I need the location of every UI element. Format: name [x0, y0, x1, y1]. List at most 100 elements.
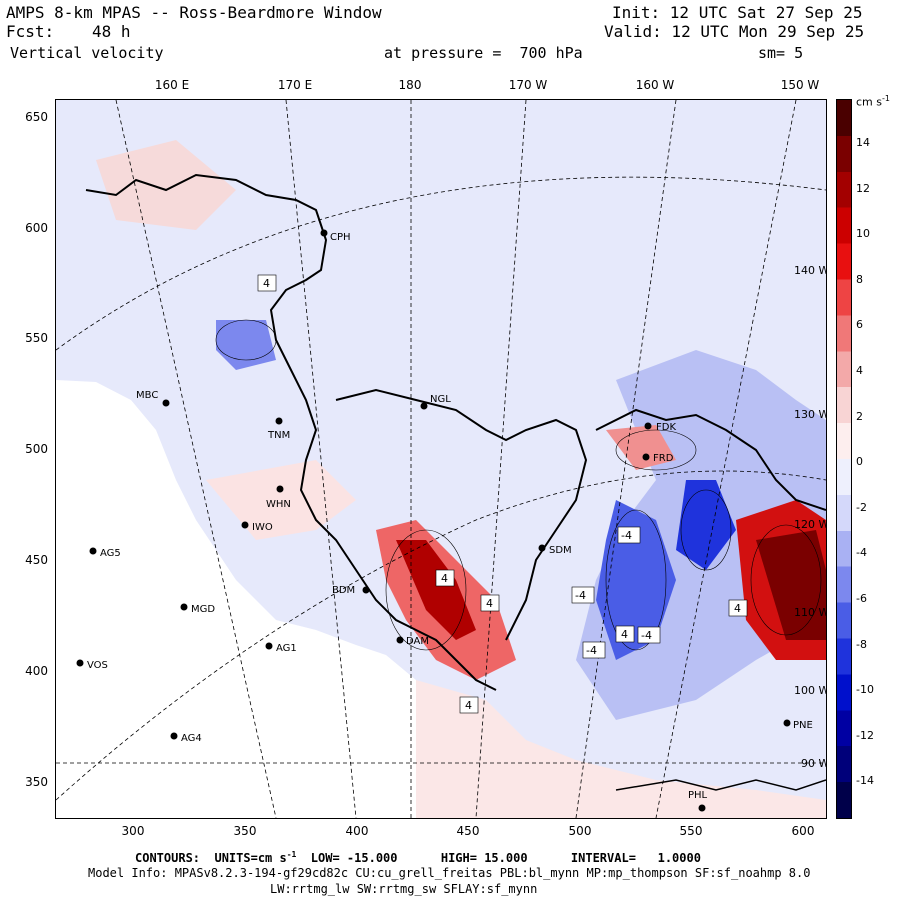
station-fdk: FDK [656, 422, 676, 433]
lon-side-label: 90 W [801, 757, 826, 770]
colorbar-tick-label: 4 [856, 364, 863, 377]
station-tnm: TNM [267, 430, 290, 441]
x-tick-450: 450 [456, 824, 480, 838]
lon-label-170e: 170 E [277, 78, 313, 92]
colorbar-units: cm s-1 [856, 94, 890, 109]
contour-label: 4 [621, 628, 628, 641]
forecast-label: Fcst: [6, 22, 55, 41]
strong-ascent-east [756, 530, 826, 640]
colorbar-tick-label: 8 [856, 272, 863, 286]
lon-label-180: 180 [398, 78, 422, 92]
colorbar-tick-label: -10 [856, 683, 874, 697]
colorbar-tick-label: 0 [856, 455, 863, 469]
station-dot-ag5 [89, 547, 97, 555]
contours [215, 319, 822, 651]
weak-ascent-nw [96, 140, 236, 230]
coastline-west [85, 173, 497, 691]
coastline-south [615, 779, 826, 791]
colorbar-tick-label: -2 [856, 500, 867, 514]
strong-descent-core-2 [676, 480, 736, 570]
contour-label: 4 [263, 277, 270, 290]
station-dot-ag1 [265, 642, 273, 650]
strong-ascent-central [396, 540, 476, 640]
lon-side-label: 100 W [794, 684, 826, 697]
colorbar-tick-label: -6 [856, 592, 867, 605]
station-ag1: AG1 [276, 643, 297, 654]
colorbar-tick-label: 2 [856, 409, 863, 423]
station-phl: PHL [688, 790, 708, 801]
station-dot-mgd [180, 603, 188, 611]
station-dot-dam [396, 636, 404, 644]
lon-label-160w: 160 W [635, 78, 675, 92]
station-dot-pne [783, 719, 791, 727]
station-ag5: AG5 [100, 548, 121, 559]
contour-label: 4 [441, 572, 448, 585]
station-dot-cph [320, 229, 328, 237]
contour-label: -4 [586, 644, 597, 657]
colorbar-tick-label: -4 [856, 546, 867, 560]
pressure-level: at pressure = 700 hPa [384, 44, 583, 62]
contour-label: 4 [734, 602, 741, 615]
station-dot-mbc [162, 399, 170, 407]
station-dot-vos [76, 659, 84, 667]
masked-terrain-region [56, 380, 416, 818]
y-tick-350: 350 [25, 775, 48, 789]
colorbar-tick-label: -14 [856, 774, 874, 788]
station-pne: PNE [793, 720, 813, 731]
y-tick-500: 500 [25, 442, 48, 456]
x-tick-400: 400 [345, 824, 369, 838]
y-tick-450: 450 [25, 553, 48, 567]
station-dot-whn [276, 485, 284, 493]
field-name: Vertical velocity [10, 44, 164, 62]
weak-ascent-south [416, 680, 826, 818]
station-ag4: AG4 [181, 733, 202, 744]
lon-label-150w: 150 W [780, 78, 820, 92]
station-mbc: MBC [136, 390, 158, 401]
contour-label: 4 [465, 699, 472, 712]
x-tick-300: 300 [121, 824, 145, 838]
model-info-physics: LW:rrtmg_lw SW:rrtmg_sw SFLAY:sf_mynn [270, 882, 538, 896]
colorbar-tick-label: 6 [856, 318, 863, 332]
contour-label: 4 [486, 597, 493, 610]
station-vos: VOS [87, 660, 108, 671]
colorbar-tick-label: 14 [856, 136, 870, 149]
station-dot-phl [698, 804, 706, 812]
y-tick-400: 400 [25, 664, 48, 678]
lon-side-label: 120 W [794, 518, 826, 531]
lon-label-170w: 170 W [508, 78, 548, 92]
contour-labels: 4 4 -4 -4 4 4 -4 -4 4 4 [257, 274, 748, 714]
station-sdm: SDM [549, 545, 572, 556]
colorbar-tick-label: 10 [856, 227, 870, 241]
ascent-cell-ne [606, 425, 676, 470]
station-frd: FRD [653, 453, 674, 464]
station-markers: CPH NGL MBC TNM WHN IWO AG5 MGD AG1 VOS … [76, 229, 813, 812]
y-tick-550: 550 [25, 331, 48, 345]
station-bdm: BDM [332, 585, 355, 596]
station-whn: WHN [266, 499, 291, 510]
station-dam: DAM [406, 636, 429, 647]
station-mgd: MGD [191, 604, 215, 615]
contour-label: -4 [641, 629, 652, 642]
station-dot-sdm [538, 544, 546, 552]
station-ngl: NGL [430, 394, 451, 405]
y-tick-650: 650 [25, 110, 48, 124]
colorbar-tick-label: -8 [856, 637, 867, 651]
init-time: Init: 12 UTC Sat 27 Sep 25 [612, 3, 863, 22]
station-dot-iwo [241, 521, 249, 529]
model-title: AMPS 8-km MPAS -- Ross-Beardmore Window [6, 3, 382, 22]
x-tick-350: 350 [233, 824, 257, 838]
coastline-east [595, 408, 826, 511]
station-dot-frd [642, 453, 650, 461]
forecast-hour: 48 h [92, 22, 131, 41]
station-dot-ag4 [170, 732, 178, 740]
colorbar-tick-label: -12 [856, 728, 874, 742]
map-panel: CPH NGL MBC TNM WHN IWO AG5 MGD AG1 VOS … [55, 99, 827, 819]
colorbar [836, 99, 852, 819]
valid-time: Valid: 12 UTC Mon 29 Sep 25 [604, 22, 865, 41]
contours-info: CONTOURS: UNITS=cm s-1 LOW= -15.000 HIGH… [135, 850, 701, 865]
colorbar-tick-label: 12 [856, 181, 870, 195]
lon-side-label: 140 W [794, 264, 826, 277]
station-dot-tnm [275, 417, 283, 425]
station-cph: CPH [330, 232, 351, 243]
station-dot-fdk [644, 422, 652, 430]
